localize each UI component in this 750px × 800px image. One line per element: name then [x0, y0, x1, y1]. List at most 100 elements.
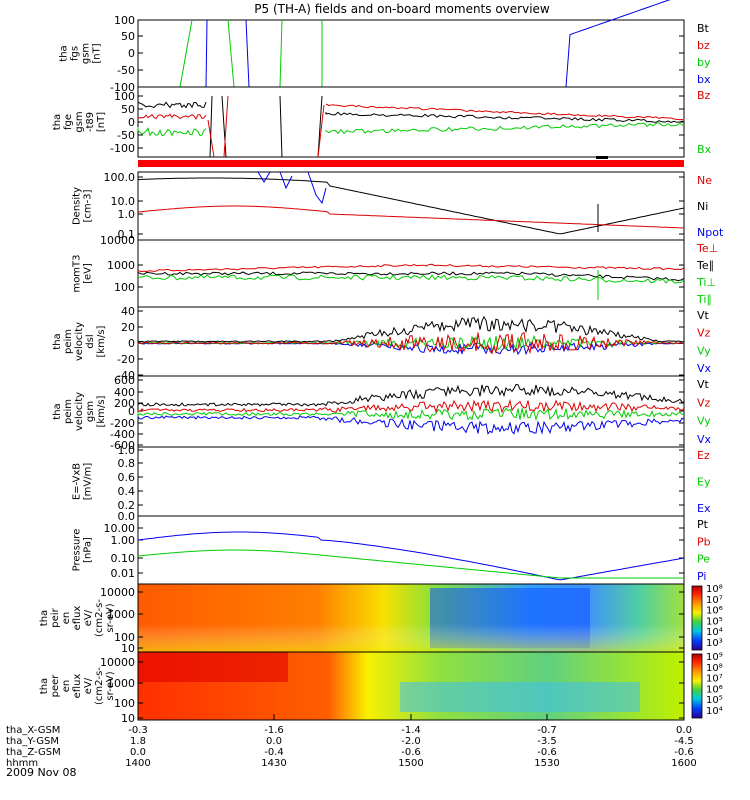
y-tick-label: 20 — [121, 321, 135, 334]
y-axis-label: eflux — [72, 606, 83, 631]
bt-trace — [325, 111, 684, 123]
legend-entry: bz — [697, 39, 710, 52]
spectrogram-shade — [138, 624, 684, 652]
vz-trace — [137, 331, 685, 355]
y-tick-label: 10 — [121, 642, 135, 655]
te-perp-trace — [137, 263, 685, 273]
y-tick-label: 100 — [114, 14, 135, 27]
y-axis-label: fge — [63, 114, 74, 130]
x-axis-value: 0.0 — [130, 747, 146, 758]
legend-entry: Bt — [697, 22, 710, 35]
y-tick-label: 0.1 — [118, 228, 136, 241]
colorbar-tick-label: 10⁶ — [706, 684, 723, 695]
y-tick-label: 200 — [114, 397, 135, 410]
x-axis-value: 1600 — [671, 758, 696, 769]
legend-entry: Vx — [697, 433, 712, 446]
bt-trace — [209, 95, 323, 158]
y-tick-label: 100 — [114, 90, 135, 103]
y-tick-label: 40 — [121, 305, 135, 318]
legend-entry: Vt — [697, 309, 710, 322]
ni-trace — [137, 177, 685, 235]
bz-trace — [325, 103, 684, 121]
bz-trace — [137, 113, 207, 121]
x-axis-row-label: tha_X-GSM — [6, 725, 60, 736]
bx-trace — [137, 127, 207, 137]
date-label: 2009 Nov 08 — [6, 766, 76, 779]
x-axis-value: -0.7 — [537, 725, 557, 736]
y-axis-label: tha — [59, 45, 70, 61]
y-tick-label: 1000 — [107, 259, 135, 272]
y-tick-label: 100 — [114, 697, 135, 710]
y-axis-label: [nT] — [92, 43, 103, 63]
legend-entry: Ni — [697, 200, 708, 213]
legend-entry: Pi — [697, 570, 706, 583]
y-tick-label: -100 — [110, 81, 135, 94]
legend-entry: Npot — [697, 226, 724, 239]
y-tick-label: -400 — [110, 428, 135, 441]
y-axis-label: [nPa] — [83, 537, 94, 563]
x-axis-row-label: tha_Z-GSM — [6, 747, 61, 758]
panel-frame — [137, 86, 685, 158]
y-axis-label: [km/s] — [96, 395, 107, 427]
y-tick-label: -600 — [110, 439, 135, 452]
y-axis-label: tha — [52, 333, 63, 349]
y-axis-label: velocity — [74, 322, 85, 361]
y-axis-label: tha — [39, 678, 50, 694]
pi-trace — [137, 531, 685, 581]
y-tick-label: -50 — [117, 64, 135, 77]
y-axis-label: [mV/m] — [83, 463, 94, 501]
te-par-trace — [137, 271, 685, 282]
vt-trace — [137, 383, 685, 408]
y-axis-label: Density — [72, 187, 83, 225]
colorbar-tick-label: 10⁴ — [706, 706, 723, 717]
y-tick-label: 0.2 — [118, 499, 136, 512]
y-tick-label: 0.01 — [111, 567, 136, 580]
y-tick-label: 50 — [121, 30, 135, 43]
x-axis-value: -0.6 — [674, 747, 694, 758]
x-axis-row-label: hhmm — [6, 758, 38, 769]
colorbar-tick-label: 10⁵ — [706, 616, 723, 627]
colorbar-tick-label: 10⁴ — [706, 627, 723, 638]
legend-entry: Pe — [697, 553, 710, 566]
legend-entry: Pb — [697, 535, 711, 548]
legend-entry: Ne — [697, 174, 712, 187]
y-tick-label: 0.10 — [111, 552, 136, 565]
spectrogram-high-flux — [138, 652, 288, 682]
y-tick-label: 10.0 — [111, 195, 136, 208]
bx-trace — [245, 19, 250, 88]
vx-trace — [137, 341, 685, 356]
y-tick-label: 1000 — [107, 677, 135, 690]
x-axis-value: -4.5 — [674, 736, 694, 747]
y-tick-label: 0.8 — [118, 457, 136, 470]
y-tick-label: 0 — [128, 405, 135, 418]
x-axis-value: -1.4 — [401, 725, 421, 736]
y-tick-label: 600 — [114, 374, 135, 387]
y-axis-label: eV/ — [83, 677, 94, 694]
y-tick-label: 1.0 — [118, 208, 136, 221]
legend-entry: by — [697, 56, 711, 69]
colorbar-tick-label: 10⁸ — [706, 584, 723, 595]
y-axis-label: -t89 — [85, 112, 96, 132]
y-axis-label: tha — [39, 610, 50, 626]
legend-entry: Ex — [697, 502, 711, 515]
y-axis-label: tha — [52, 403, 63, 419]
y-tick-label: 1000 — [107, 608, 135, 621]
y-tick-label: 100 — [114, 281, 135, 294]
y-tick-label: 10 — [121, 712, 135, 725]
vx-trace — [137, 412, 685, 435]
x-axis-value: 0.0 — [266, 736, 282, 747]
colorbar-tick-label: 10³ — [706, 638, 723, 649]
x-axis-value: -0.4 — [264, 747, 284, 758]
y-axis-label: (cm2-s- — [94, 599, 105, 637]
y-axis-label: tha — [52, 114, 63, 130]
y-tick-label: 0 — [128, 116, 135, 129]
figure-title: P5 (TH-A) fields and on-board moments ov… — [254, 2, 550, 16]
x-axis-value: 1.8 — [130, 736, 146, 747]
x-axis-value: 1430 — [261, 758, 286, 769]
x-axis-value: 1500 — [398, 758, 423, 769]
panel-1: 100 50 0 -50 -100 tha fgs gsm [nT] Bt bz by bx — [59, 14, 711, 94]
y-tick-label: 0 — [128, 337, 135, 350]
